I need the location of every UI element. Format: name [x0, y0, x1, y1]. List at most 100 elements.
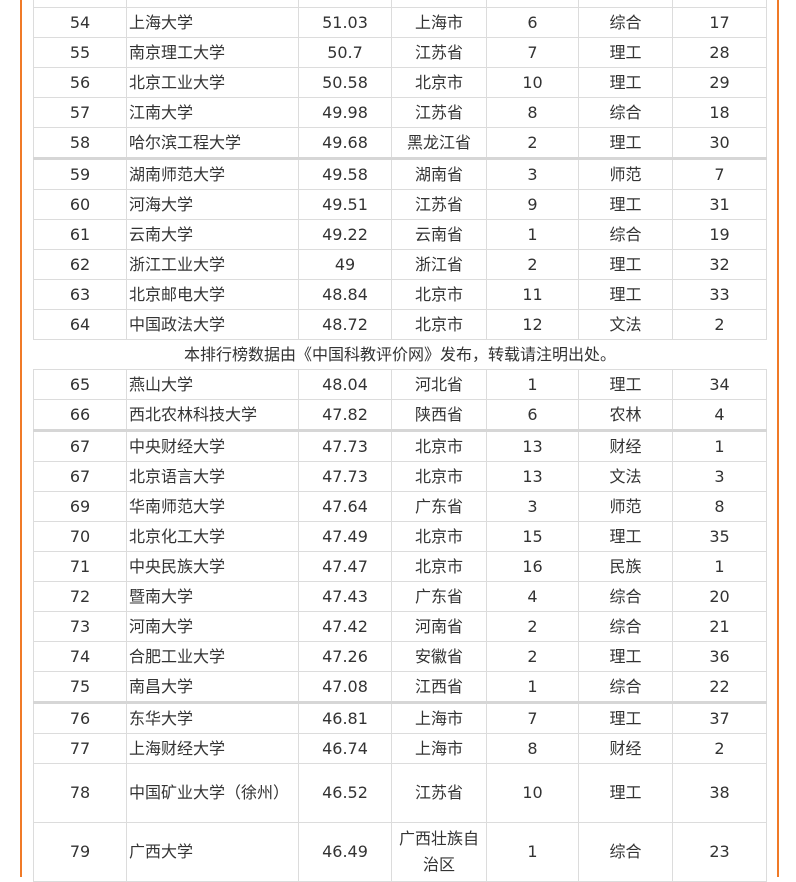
- university-name-cell: 湖南师范大学: [126, 157, 299, 190]
- table-row: 54 上海大学 51.03 上海市 6 综合 17: [33, 7, 767, 38]
- rank-cell: 70: [33, 521, 127, 552]
- province-cell: 河南省: [391, 611, 487, 642]
- category-rank-cell: 2: [672, 733, 767, 764]
- province-rank-cell: 2: [486, 249, 579, 280]
- score-cell: 50.7: [298, 37, 392, 68]
- table-row: 65 燕山大学 48.04 河北省 1 理工 34: [33, 369, 767, 400]
- university-name-cell: 北京邮电大学: [126, 279, 299, 310]
- score-cell: 49.98: [298, 97, 392, 128]
- province-cell: 北京市: [391, 551, 487, 582]
- score-cell: 48.04: [298, 369, 392, 400]
- category-cell: 综合: [578, 581, 673, 612]
- province-cell: 河北省: [391, 369, 487, 400]
- category-rank-cell: 21: [672, 611, 767, 642]
- category-cell: 文法: [578, 309, 673, 340]
- province-rank-cell: 2: [486, 641, 579, 672]
- score-cell: 47.42: [298, 611, 392, 642]
- province-rank-cell: 10: [486, 67, 579, 98]
- score-cell: 48.84: [298, 279, 392, 310]
- score-cell: 47.08: [298, 671, 392, 703]
- rank-cell: 76: [33, 701, 127, 734]
- score-cell: 49.68: [298, 127, 392, 159]
- left-border: [20, 0, 22, 877]
- province-rank-cell: 7: [486, 701, 579, 734]
- score-cell: 49.22: [298, 219, 392, 250]
- province-rank-cell: 8: [486, 97, 579, 128]
- rank-cell: 75: [33, 671, 127, 703]
- category-rank-cell: 17: [672, 7, 767, 38]
- province-rank-cell: 6: [486, 7, 579, 38]
- category-rank-cell: 3: [672, 461, 767, 492]
- category-cell: 民族: [578, 551, 673, 582]
- table-row: 79 广西大学 46.49 广西壮族自治区 1 综合 23: [33, 822, 767, 882]
- rank-cell: 79: [33, 822, 127, 882]
- province-cell: 湖南省: [391, 157, 487, 190]
- university-name-cell: 上海大学: [126, 7, 299, 38]
- university-name-cell: 上海财经大学: [126, 733, 299, 764]
- province-cell: 江苏省: [391, 97, 487, 128]
- category-rank-cell: 7: [672, 157, 767, 190]
- score-cell: 49.58: [298, 157, 392, 190]
- table-row: 75 南昌大学 47.08 江西省 1 综合 22: [33, 671, 767, 703]
- table-row: 66 西北农林科技大学 47.82 陕西省 6 农林 4: [33, 399, 767, 431]
- table-row: 59 湖南师范大学 49.58 湖南省 3 师范 7: [33, 157, 767, 190]
- rank-cell: 64: [33, 309, 127, 340]
- university-name-cell: 江南大学: [126, 97, 299, 128]
- category-cell: 文法: [578, 461, 673, 492]
- category-rank-cell: 33: [672, 279, 767, 310]
- table-row: 70 北京化工大学 47.49 北京市 15 理工 35: [33, 521, 767, 552]
- category-cell: 理工: [578, 521, 673, 552]
- province-rank-cell: 3: [486, 157, 579, 190]
- rank-cell: 60: [33, 189, 127, 220]
- category-cell: 财经: [578, 429, 673, 462]
- university-name-cell: 暨南大学: [126, 581, 299, 612]
- score-cell: 46.81: [298, 701, 392, 734]
- score-cell: 47.47: [298, 551, 392, 582]
- rank-cell: 78: [33, 763, 127, 823]
- rank-cell: 77: [33, 733, 127, 764]
- table-row: 64 中国政法大学 48.72 北京市 12 文法 2: [33, 309, 767, 340]
- province-cell: 黑龙江省: [391, 127, 487, 159]
- score-cell: 51.03: [298, 7, 392, 38]
- university-name-cell: 中央财经大学: [126, 429, 299, 462]
- university-name-cell: 浙江工业大学: [126, 249, 299, 280]
- category-cell: 综合: [578, 611, 673, 642]
- province-cell: 江苏省: [391, 37, 487, 68]
- category-cell: 理工: [578, 641, 673, 672]
- category-rank-cell: 18: [672, 97, 767, 128]
- rank-cell: 56: [33, 67, 127, 98]
- university-name-cell: 西北农林科技大学: [126, 399, 299, 431]
- province-rank-cell: 9: [486, 189, 579, 220]
- province-cell: 广东省: [391, 581, 487, 612]
- province-rank-cell: 16: [486, 551, 579, 582]
- table-row: 71 中央民族大学 47.47 北京市 16 民族 1: [33, 551, 767, 582]
- province-rank-cell: 10: [486, 763, 579, 823]
- rank-cell: 61: [33, 219, 127, 250]
- university-name-cell: [126, 0, 299, 8]
- province-cell: 广东省: [391, 491, 487, 522]
- score-cell: 46.49: [298, 822, 392, 882]
- province-rank-cell: 11: [486, 279, 579, 310]
- category-cell: 师范: [578, 157, 673, 190]
- category-rank-cell: 1: [672, 429, 767, 462]
- category-rank-cell: 34: [672, 369, 767, 400]
- rank-cell: 59: [33, 157, 127, 190]
- score-cell: 50.58: [298, 67, 392, 98]
- province-rank-cell: 13: [486, 461, 579, 492]
- category-rank-cell: [672, 0, 767, 8]
- category-rank-cell: 19: [672, 219, 767, 250]
- score-cell: 47.82: [298, 399, 392, 431]
- province-cell: 江苏省: [391, 763, 487, 823]
- rank-cell: 58: [33, 127, 127, 159]
- table-row: 63 北京邮电大学 48.84 北京市 11 理工 33: [33, 279, 767, 310]
- province-rank-cell: 1: [486, 369, 579, 400]
- category-cell: 财经: [578, 733, 673, 764]
- rank-cell: 66: [33, 399, 127, 431]
- score-cell: [298, 0, 392, 8]
- category-rank-cell: 30: [672, 127, 767, 159]
- university-name-cell: 哈尔滨工程大学: [126, 127, 299, 159]
- university-name-cell: 广西大学: [126, 822, 299, 882]
- score-cell: 47.49: [298, 521, 392, 552]
- category-rank-cell: 28: [672, 37, 767, 68]
- rank-cell: 72: [33, 581, 127, 612]
